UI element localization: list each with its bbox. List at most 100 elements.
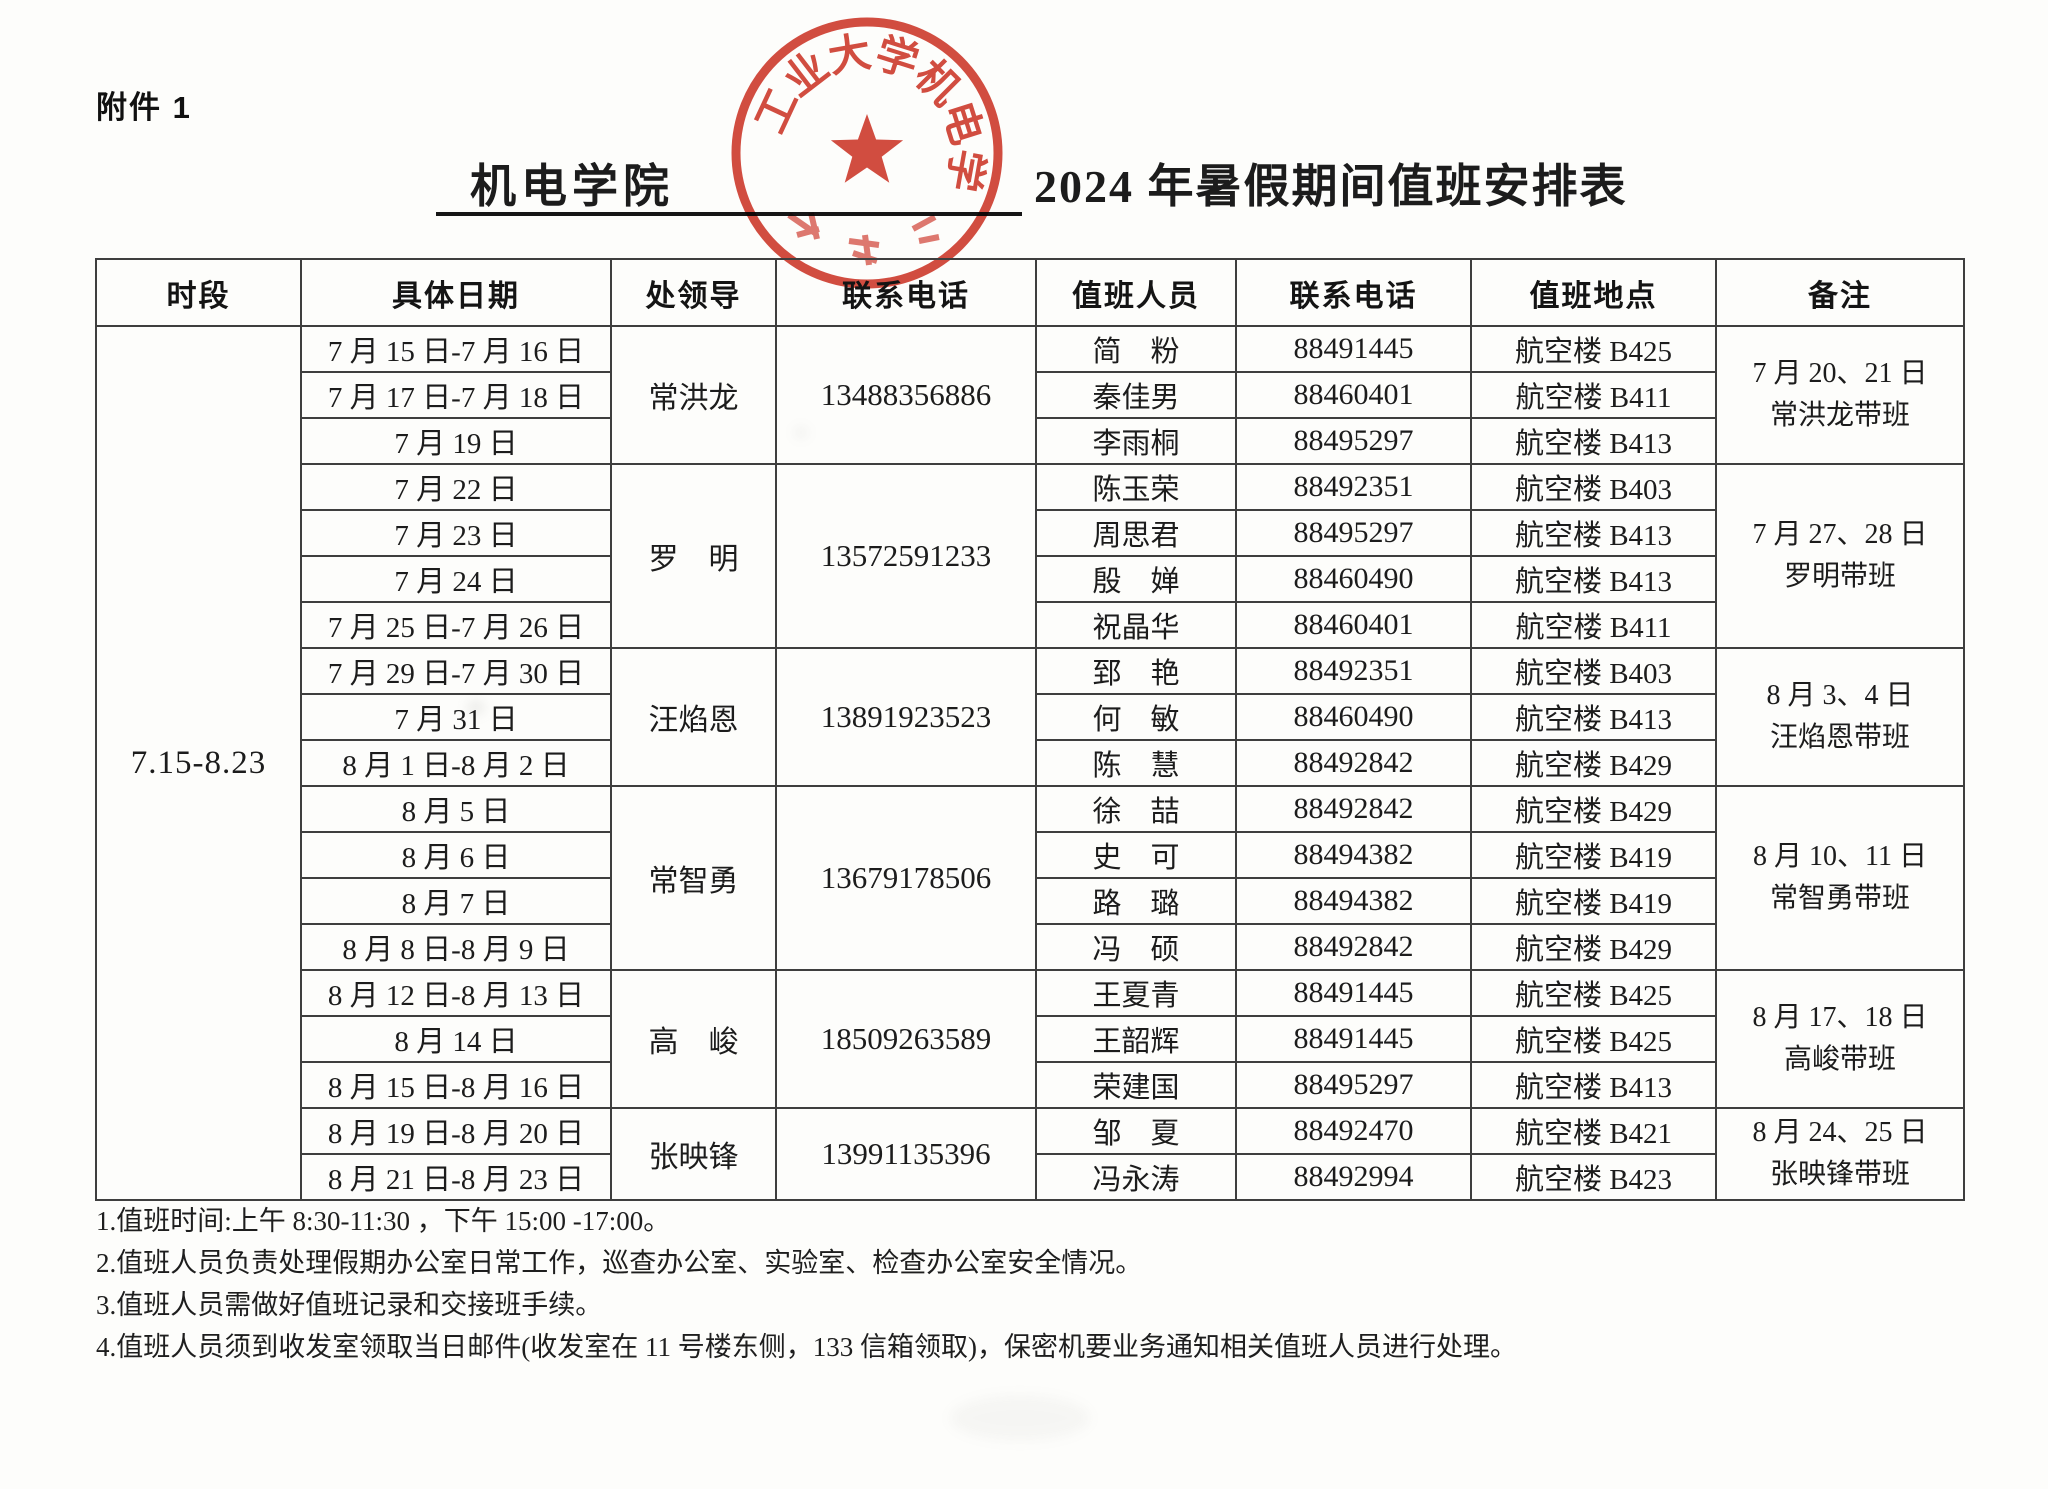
footnote-line: 2.值班人员负责处理假期办公室日常工作，巡查办公室、实验室、检查办公室安全情况。 — [96, 1248, 1143, 1278]
column-header: 处领导 — [610, 258, 777, 327]
duty-phone-cell: 88460490 — [1235, 555, 1472, 603]
remark-leader: 张映锋带班 — [1769, 1159, 1910, 1190]
leader-name-cell: 常洪龙 — [610, 325, 777, 465]
leader-name-cell: 高 峻 — [610, 969, 777, 1109]
schedule-row: 7.15-8.23 7 月 15 日-7 月 16 日常洪龙 13488356886… — [95, 325, 1965, 1201]
duty-person-cell: 邹 夏 — [1035, 1107, 1237, 1155]
schedule-row: 8 月 14 日 王韶辉 88491445 航空楼 B425 — [96, 1015, 1964, 1063]
duty-person-cell: 徐 喆 — [1035, 785, 1237, 833]
duty-schedule-table: 时段 具体日期 处领导 联系电话 值班人员 联系电话 值班地点 备注 7.15-8.23 7 月… — [95, 258, 1965, 1201]
stamp-ring-char: 电 — [934, 96, 991, 150]
stamp-ring-char: 业 — [775, 42, 837, 105]
schedule-row: 8 月 21 日-8 月 23 日 冯永涛 88492994 航空楼 B423 — [96, 1153, 1964, 1201]
leader-phone-cell: 13488356886 — [775, 325, 1037, 465]
duty-person-cell: 祝晶华 — [1035, 601, 1237, 649]
duty-person-cell: 李雨桐 — [1035, 417, 1237, 465]
column-header: 值班人员 — [1035, 258, 1237, 327]
duty-phone-cell: 88492470 — [1235, 1107, 1472, 1155]
date-cell: 8 月 15 日-8 月 16 日 — [300, 1061, 612, 1109]
duty-location-cell: 航空楼 B425 — [1470, 1015, 1717, 1063]
duty-location-cell: 航空楼 B423 — [1470, 1153, 1717, 1201]
remark-leader: 常洪龙带班 — [1769, 400, 1910, 431]
period-cell: 7.15-8.23 — [95, 325, 302, 1201]
duty-phone-cell: 88460401 — [1235, 601, 1472, 649]
stamp-ring-char: 工 — [746, 82, 806, 140]
stamp-ring-char: 学 — [870, 29, 924, 86]
duty-person-cell: 何 敏 — [1035, 693, 1237, 741]
date-cell: 8 月 5 日 — [300, 785, 612, 833]
remark-leader: 常智勇带班 — [1769, 883, 1910, 914]
schedule-row: 8 月 12 日-8 月 13 日高 峻 18509263589 王夏青 884914… — [96, 969, 1965, 1109]
schedule-row: 7 月 23 日 周思君 88495297 航空楼 B413 — [96, 509, 1964, 557]
date-cell: 7 月 24 日 — [300, 555, 612, 603]
column-header: 联系电话 — [775, 258, 1037, 327]
duty-location-cell: 航空楼 B411 — [1470, 601, 1717, 649]
duty-person-cell: 冯永涛 — [1035, 1153, 1237, 1201]
title-college-blank: 机电学院 — [436, 150, 1022, 216]
duty-phone-cell: 88494382 — [1235, 877, 1472, 925]
date-cell: 8 月 6 日 — [300, 831, 612, 879]
duty-location-cell: 航空楼 B421 — [1470, 1107, 1717, 1155]
duty-phone-cell: 88460401 — [1235, 371, 1472, 419]
date-cell: 7 月 25 日-7 月 26 日 — [300, 601, 612, 649]
duty-person-cell: 路 璐 — [1035, 877, 1237, 925]
duty-person-cell: 郅 艳 — [1035, 647, 1237, 695]
duty-person-cell: 秦佳男 — [1035, 371, 1237, 419]
footnotes: 1.值班时间:上午 8:30-11:30 ，下午 15:00 -17:00。 2.… — [96, 1200, 1976, 1368]
date-cell: 7 月 15 日-7 月 16 日 — [300, 325, 612, 373]
footnote-line: 4.值班人员须到收发室领取当日邮件(收发室在 11 号楼东侧，133 信箱领取)… — [96, 1332, 1517, 1362]
remark-leader: 高峻带班 — [1783, 1044, 1896, 1075]
leader-name-cell: 罗 明 — [610, 463, 777, 649]
schedule-row: 8 月 7 日 路 璐 88494382 航空楼 B419 — [96, 877, 1964, 925]
duty-person-cell: 简 粉 — [1035, 325, 1237, 373]
duty-phone-cell: 88491445 — [1235, 325, 1472, 373]
remark-cell: 8 月 24、25 日张映锋带班 — [1715, 1107, 1965, 1201]
leader-name-cell: 常智勇 — [610, 785, 777, 971]
stamp-ring-char: 大 — [825, 28, 875, 82]
schedule-row: 7 月 19 日 李雨桐 88495297 航空楼 B413 — [96, 417, 1964, 465]
leader-phone-cell: 13991135396 — [775, 1107, 1037, 1201]
schedule-row: 7 月 17 日-7 月 18 日 秦佳男 88460401 航空楼 B411 — [96, 371, 1964, 419]
duty-phone-cell: 88492842 — [1235, 923, 1472, 971]
duty-person-cell: 王韶辉 — [1035, 1015, 1237, 1063]
schedule-row: 7 月 24 日 殷 婵 88460490 航空楼 B413 — [96, 555, 1964, 603]
date-cell: 8 月 8 日-8 月 9 日 — [300, 923, 612, 971]
remark-dates: 8 月 24、25 日 — [1752, 1117, 1928, 1148]
duty-phone-cell: 88495297 — [1235, 509, 1472, 557]
remark-dates: 8 月 3、4 日 — [1766, 680, 1914, 711]
duty-location-cell: 航空楼 B425 — [1470, 325, 1717, 373]
title-text: 2024 年暑假期间值班安排表 — [1034, 161, 1628, 212]
remark-cell: 8 月 17、18 日高峻带班 — [1715, 969, 1965, 1109]
duty-phone-cell: 88491445 — [1235, 1015, 1472, 1063]
leader-name-cell: 汪焰恩 — [610, 647, 777, 787]
duty-person-cell: 陈玉荣 — [1035, 463, 1237, 511]
duty-phone-cell: 88494382 — [1235, 831, 1472, 879]
duty-person-cell: 冯 硕 — [1035, 923, 1237, 971]
footnote-line: 1.值班时间:上午 8:30-11:30 ，下午 15:00 -17:00。 — [96, 1206, 671, 1236]
remark-cell: 7 月 27、28 日罗明带班 — [1715, 463, 1965, 649]
duty-phone-cell: 88492842 — [1235, 739, 1472, 787]
duty-person-cell: 殷 婵 — [1035, 555, 1237, 603]
date-cell: 8 月 1 日-8 月 2 日 — [300, 739, 612, 787]
duty-phone-cell: 88492994 — [1235, 1153, 1472, 1201]
date-cell: 8 月 19 日-8 月 20 日 — [300, 1107, 612, 1155]
duty-location-cell: 航空楼 B413 — [1470, 1061, 1717, 1109]
date-cell: 7 月 31 日 — [300, 693, 612, 741]
table-header-row: 时段 具体日期 处领导 联系电话 值班人员 联系电话 值班地点 备注 — [95, 258, 1965, 327]
schedule-row: 8 月 8 日-8 月 9 日 冯 硕 88492842 航空楼 B429 — [96, 923, 1964, 971]
scan-smudge — [950, 1395, 1090, 1441]
remark-dates: 7 月 27、28 日 — [1752, 519, 1928, 550]
date-cell: 8 月 21 日-8 月 23 日 — [300, 1153, 612, 1201]
duty-phone-cell: 88492351 — [1235, 647, 1472, 695]
schedule-row: 8 月 1 日-8 月 2 日 陈 慧 88492842 航空楼 B429 — [96, 739, 1964, 787]
document-title: 机电学院 2024 年暑假期间值班安排表 — [0, 150, 2048, 230]
duty-location-cell: 航空楼 B419 — [1470, 831, 1717, 879]
schedule-row: 8 月 15 日-8 月 16 日 荣建国 88495297 航空楼 B413 — [96, 1061, 1964, 1109]
duty-phone-cell: 88491445 — [1235, 969, 1472, 1017]
remark-dates: 8 月 10、11 日 — [1753, 841, 1927, 872]
duty-location-cell: 航空楼 B403 — [1470, 463, 1717, 511]
attachment-label: 附件 1 — [96, 90, 192, 125]
date-cell: 7 月 19 日 — [300, 417, 612, 465]
remark-leader: 汪焰恩带班 — [1769, 722, 1910, 753]
column-header: 时段 — [95, 258, 302, 327]
